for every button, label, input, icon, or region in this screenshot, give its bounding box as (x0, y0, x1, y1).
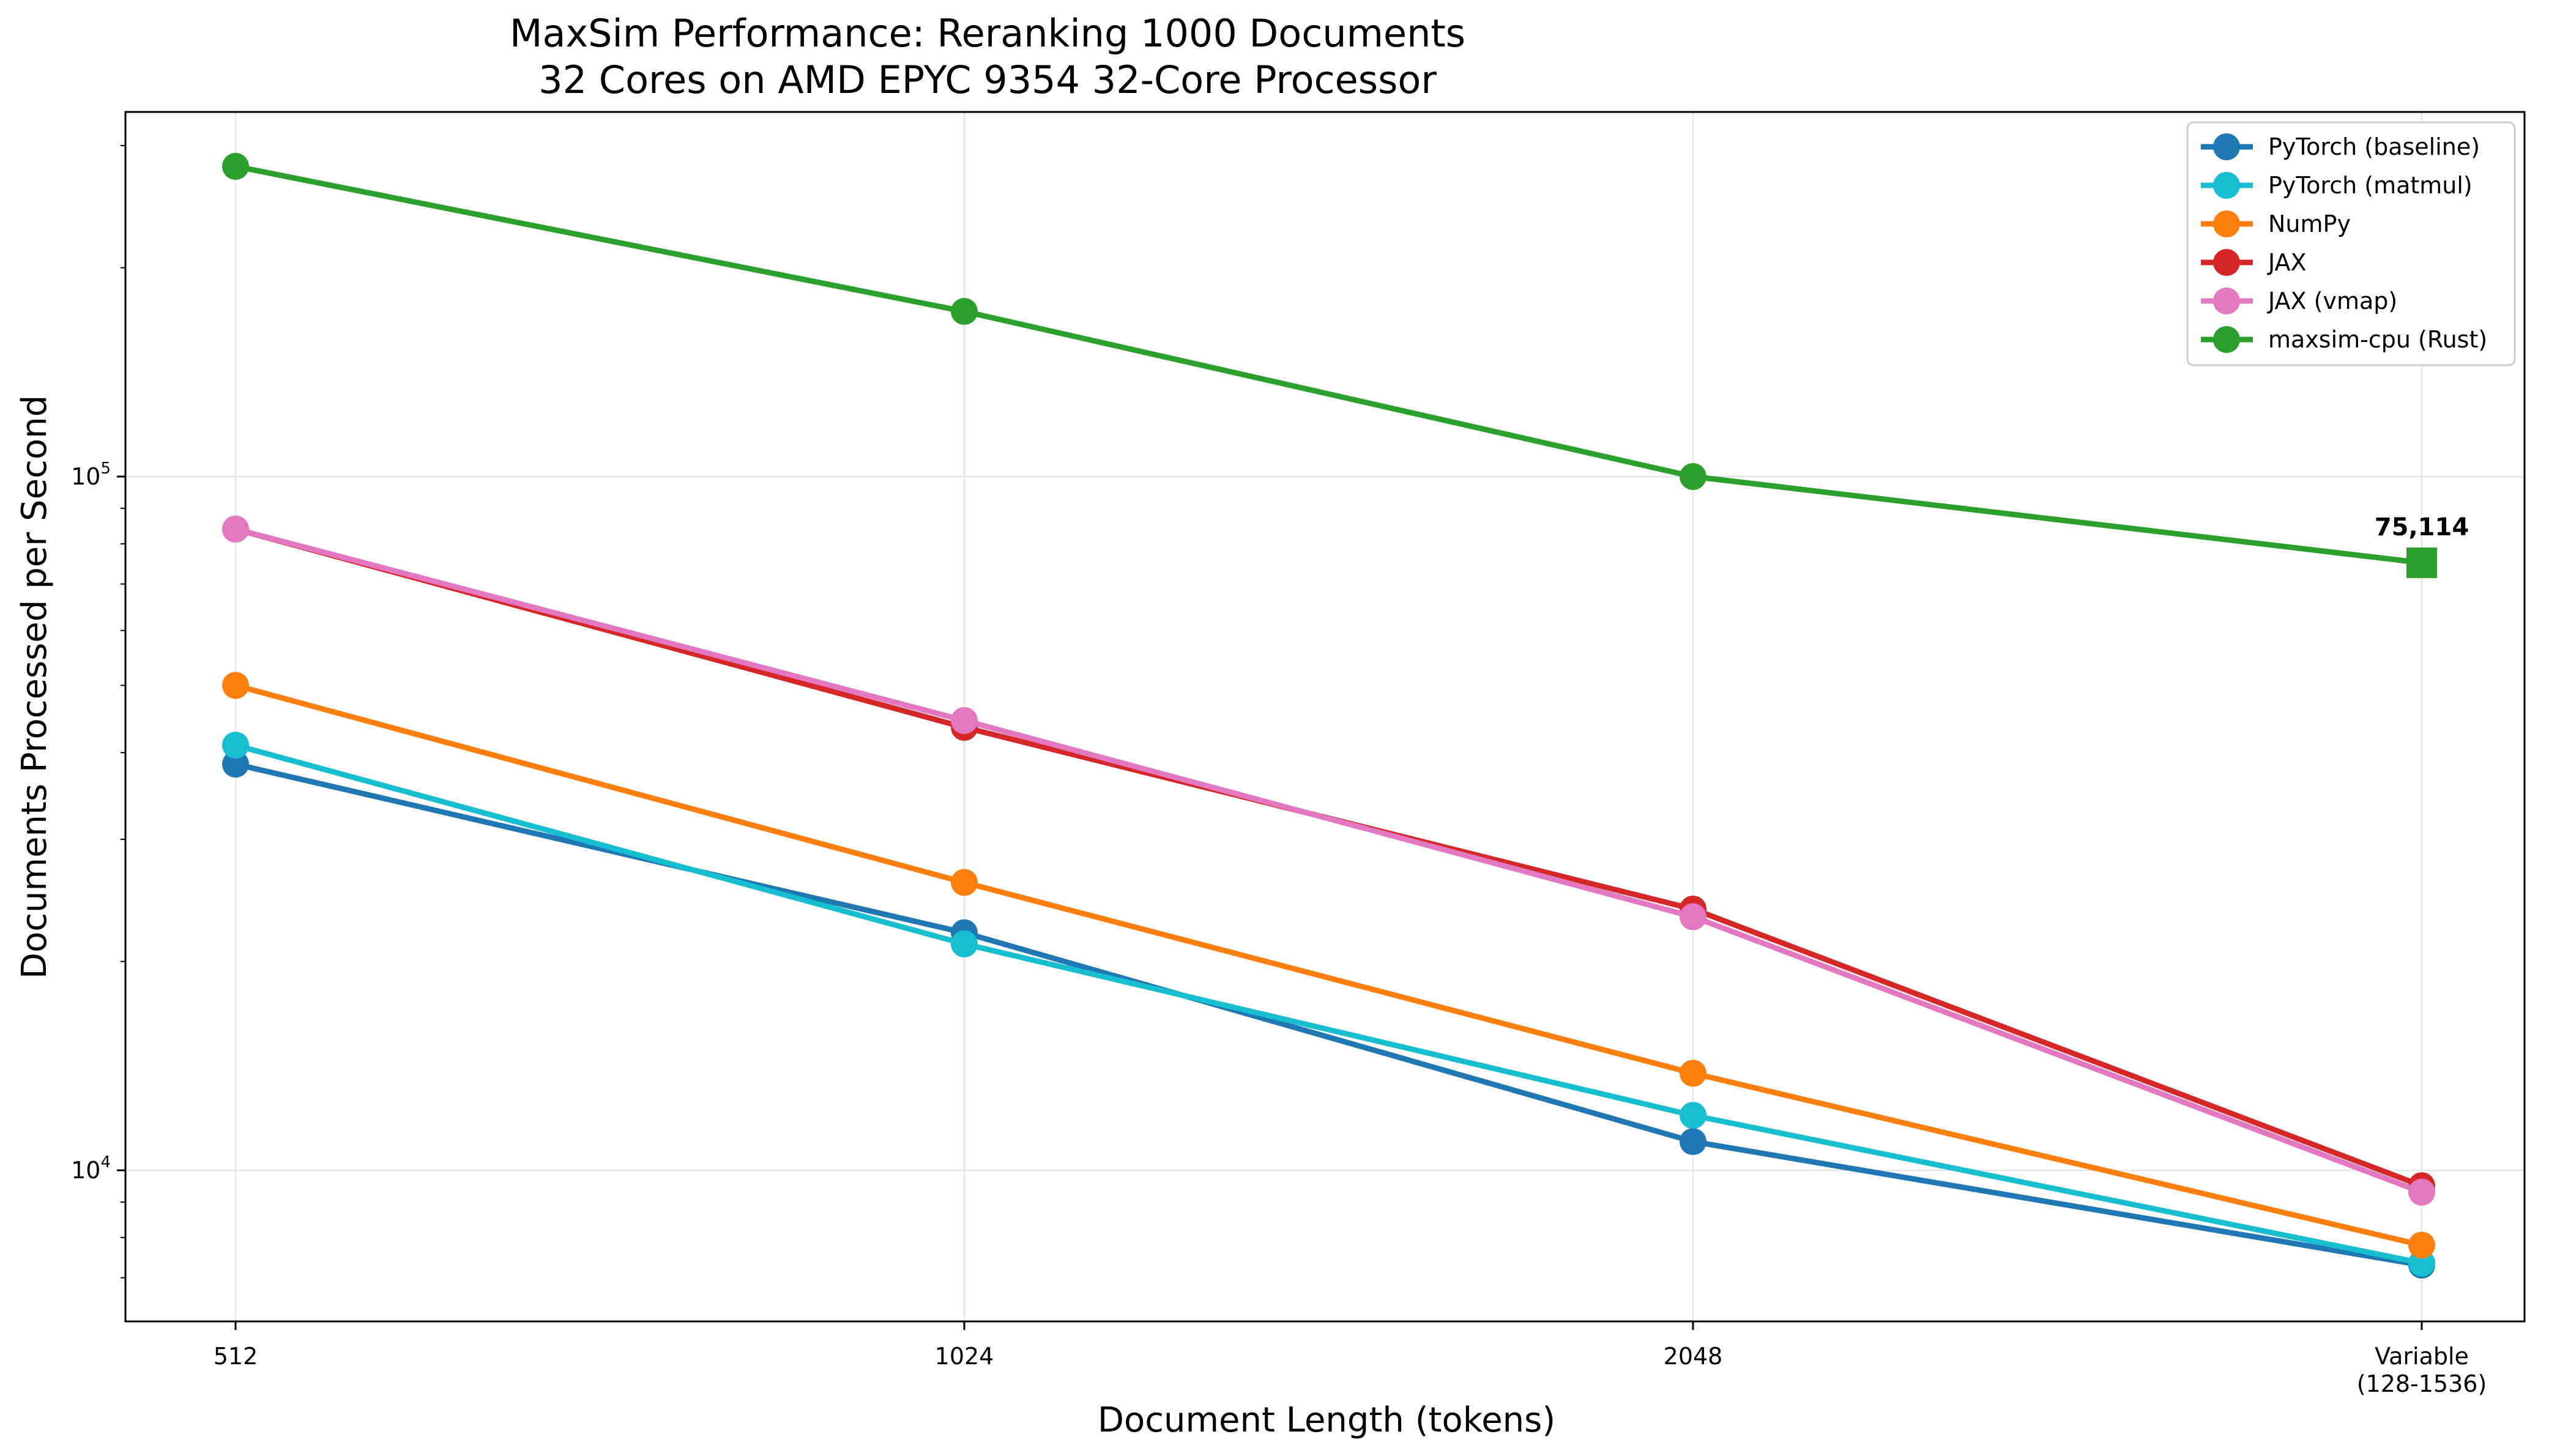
x-tick-label: (128-1536) (2357, 1370, 2487, 1397)
data-point (222, 152, 249, 180)
data-point (222, 732, 249, 759)
chart-title: MaxSim Performance: Reranking 1000 Docum… (510, 11, 1465, 56)
x-tick-label: 2048 (1664, 1343, 1723, 1370)
legend-swatch-marker (2213, 172, 2240, 199)
ticks: 512 1024 2048 Variable(128-1536) 104 105 (71, 144, 2487, 1397)
data-point (1680, 1128, 1706, 1156)
data-point (1680, 903, 1706, 930)
series-line (233, 682, 2425, 1248)
y-tick-label: 105 (71, 459, 111, 490)
data-point-square (2406, 547, 2437, 578)
legend-item: NumPy (2201, 210, 2351, 237)
legend-item: maxsim-cpu (Rust) (2201, 326, 2487, 353)
series-maxsim-cpu-rust (222, 152, 2437, 578)
series-line (233, 742, 2425, 1266)
legend-swatch-marker (2213, 210, 2240, 237)
series-jax-vmap (222, 515, 2435, 1206)
legend-label: PyTorch (matmul) (2268, 172, 2473, 199)
legend-box (2186, 121, 2516, 366)
legend-swatch-marker (2213, 133, 2240, 160)
data-label: 75,114 (2375, 513, 2469, 541)
data-point (951, 869, 978, 896)
legend-item: JAX (vmap) (2201, 288, 2397, 314)
legend-label: maxsim-cpu (Rust) (2268, 326, 2487, 353)
x-tick-label: 1024 (935, 1343, 994, 1370)
series-line (233, 761, 2425, 1268)
data-point (951, 930, 978, 957)
legend-label: PyTorch (baseline) (2268, 133, 2480, 160)
legend-label: NumPy (2268, 210, 2351, 237)
legend-swatch-marker (2213, 326, 2240, 353)
legend-item: PyTorch (matmul) (2201, 172, 2473, 199)
x-tick-label: 512 (214, 1343, 258, 1370)
legend: PyTorch (baseline) PyTorch (matmul) NumPy J… (2186, 121, 2516, 366)
y-tick-label: 104 (71, 1153, 111, 1184)
data-point (222, 515, 249, 543)
data-point (2408, 1231, 2435, 1259)
legend-item: JAX (2201, 249, 2307, 276)
x-axis-label: Document Length (tokens) (1098, 1400, 1555, 1440)
data-point (2408, 1178, 2435, 1206)
x-tick-label: Variable (2375, 1343, 2469, 1370)
data-point (951, 298, 978, 325)
series-line (233, 163, 2425, 566)
chart-subtitle: 32 Cores on AMD EPYC 9354 32-Core Proces… (538, 58, 1437, 102)
legend-swatch-marker (2213, 288, 2240, 314)
data-point (1680, 1060, 1706, 1087)
legend-label: JAX (vmap) (2267, 288, 2397, 314)
legend-item: PyTorch (baseline) (2201, 133, 2480, 160)
data-point (951, 707, 978, 734)
series-numpy (222, 672, 2435, 1259)
series-line (233, 526, 2425, 1195)
data-point (1680, 463, 1706, 490)
data-point (1680, 1102, 1706, 1129)
legend-swatch-marker (2213, 249, 2240, 276)
data-point (222, 672, 249, 699)
series-layer: 75,114 (222, 152, 2469, 1279)
plot-frame (124, 111, 2526, 1323)
y-axis-label: Documents Processed per Second (15, 395, 54, 979)
data-point (222, 751, 249, 778)
legend-label: JAX (2267, 249, 2307, 276)
